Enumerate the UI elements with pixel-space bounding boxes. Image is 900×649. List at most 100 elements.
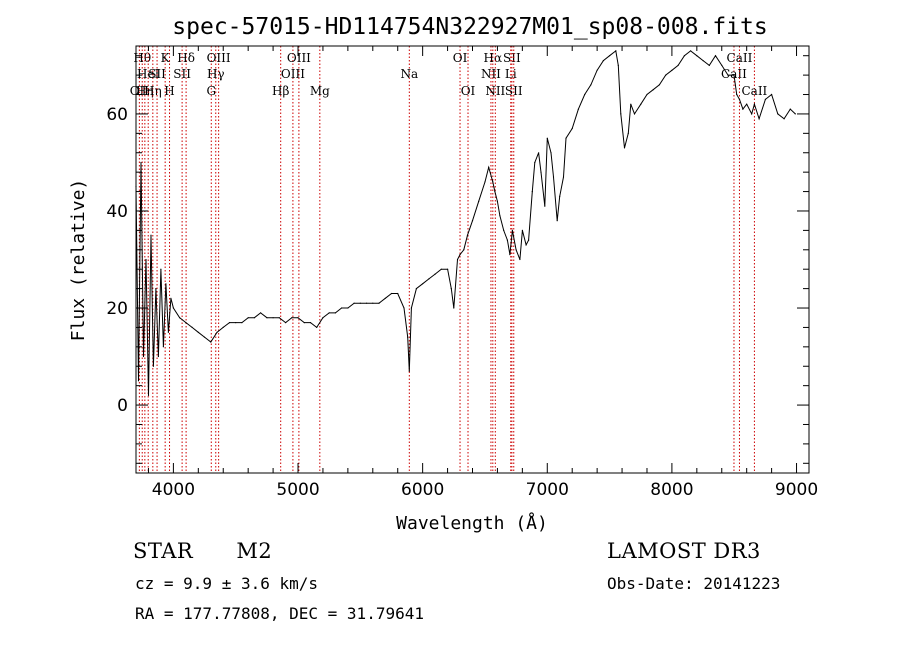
observation-date: Obs-Date: 20141223 (607, 574, 781, 593)
spectrum-point (260, 312, 262, 314)
spectrum-point (738, 98, 741, 100)
spectrum-point (584, 93, 586, 96)
spectrum-point (577, 108, 580, 110)
line-marker-label: CaII (721, 67, 747, 81)
line-marker-label: OIII (287, 51, 311, 65)
spectrum-point (157, 355, 159, 358)
spectrum-point (440, 268, 442, 270)
spectrum-point (742, 108, 744, 110)
spectrum-point (408, 370, 410, 372)
line-marker-label: NII (485, 84, 505, 98)
spectrum-point (696, 55, 698, 57)
spectrum-point (191, 326, 193, 328)
line-marker-label: OII (130, 84, 150, 98)
spectrum-point (758, 118, 760, 120)
spectrum-point (511, 229, 513, 231)
spectrum-point (531, 191, 533, 193)
spectrum-point (746, 103, 748, 105)
spectrum-point (309, 322, 312, 324)
spectrum-point (140, 161, 142, 164)
spectrum-point (291, 317, 293, 319)
spectrum-point (640, 103, 642, 105)
spectrum-point (627, 132, 629, 134)
spectrum-point (556, 220, 558, 222)
spectrum-point (471, 220, 474, 222)
spectrum-point (478, 200, 480, 202)
spectrum-point (615, 50, 617, 52)
spectrum-point (559, 195, 561, 197)
y-tick-label: 40 (106, 202, 128, 222)
spectrum-point (550, 152, 552, 154)
line-marker-label: Hη (144, 84, 162, 98)
spectrum-point (515, 249, 517, 251)
spectrum-point (708, 64, 710, 66)
line-marker-label: K (161, 51, 171, 65)
spectrum-point (466, 234, 469, 236)
x-axis-ticks: 4000 5000 6000 7000 8000 9000 (147, 46, 818, 500)
spectrum-point (150, 234, 152, 236)
spectrum-point (525, 244, 527, 246)
spectrum-point (145, 258, 147, 261)
spectrum-series (135, 49, 796, 396)
line-marker-label: SII (148, 67, 166, 81)
spectrum-point (519, 258, 521, 261)
spectrum-point (783, 118, 785, 120)
spectrum-point (565, 137, 567, 139)
spectrum-point (272, 317, 274, 319)
spectrum-point (347, 307, 349, 309)
spectrum-point (652, 89, 654, 91)
spectrum-point (492, 181, 494, 183)
plot-frame (135, 45, 810, 474)
spectrum-point (727, 74, 729, 76)
spectrum-point (366, 302, 368, 304)
spectrum-point (494, 191, 496, 193)
spectrum-point (499, 215, 501, 217)
spectrum-point (590, 84, 592, 86)
spectrum-point (160, 268, 162, 270)
spectrum-point (702, 60, 704, 62)
spectrum-point (540, 171, 542, 173)
spectrum-point (415, 288, 417, 290)
spectrum-point (328, 312, 330, 314)
y-axis-ticks: 0 20 40 60 (106, 55, 809, 464)
line-marker-label: SII (505, 84, 523, 98)
spectrum-point (378, 302, 380, 304)
spectrum-point (521, 229, 524, 231)
spectrum-point (633, 113, 636, 115)
line-marker-label: CaII (727, 51, 753, 65)
coordinates: RA = 177.77808, DEC = 31.79641 (135, 604, 424, 623)
line-marker-label: SII (503, 51, 521, 65)
spectrum-point (677, 64, 679, 66)
spectrum-point (534, 161, 536, 164)
spectrum-point (538, 152, 540, 154)
spectrum-point (552, 176, 555, 178)
x-tick-label: 9000 (775, 480, 818, 500)
spectrum-point (422, 283, 424, 285)
spectrum-point (241, 322, 243, 324)
spectrum-point (733, 74, 735, 76)
spectrum-point (562, 176, 565, 178)
spectrum-point (617, 64, 619, 66)
spectrum-point (447, 268, 449, 270)
spectrum-point (235, 322, 237, 324)
spectrum-point (506, 239, 508, 241)
spectrum-point (341, 307, 343, 309)
spectrum-point (179, 317, 181, 319)
spectrum-point (665, 74, 667, 76)
line-marker-label: HeI (137, 67, 160, 81)
spectrum-point (671, 69, 673, 71)
spectrum-point (322, 317, 324, 319)
line-marker-label: Hα (484, 51, 503, 65)
spectrum-point (285, 322, 287, 324)
spectrum-point (544, 205, 546, 207)
spectrum-point (736, 93, 738, 96)
line-marker-label: Li (505, 67, 517, 81)
spectrum-point (137, 380, 140, 382)
object-subclass: M2 (236, 539, 273, 563)
line-marker-label: OIII (207, 51, 231, 65)
spectrum-point (185, 322, 187, 324)
y-tick-label: 20 (106, 299, 128, 319)
spectrum-point (428, 278, 430, 280)
spectrum-point (278, 317, 280, 319)
